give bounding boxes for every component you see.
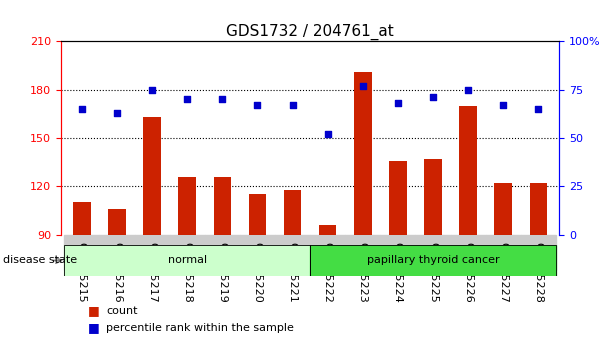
Bar	[213, 177, 231, 235]
Bar	[520, 235, 556, 270]
Title: GDS1732 / 204761_at: GDS1732 / 204761_at	[226, 24, 394, 40]
Bar	[205, 235, 240, 270]
Bar	[73, 203, 91, 235]
Text: disease state: disease state	[3, 256, 77, 265]
Point	[358, 83, 368, 89]
Point	[499, 102, 508, 108]
Bar	[64, 245, 310, 276]
Bar	[310, 245, 556, 276]
Point	[463, 87, 473, 92]
Text: normal: normal	[168, 256, 207, 265]
Bar	[459, 106, 477, 235]
Bar	[275, 235, 310, 270]
Bar	[424, 159, 442, 235]
Point	[112, 110, 122, 116]
Text: ■: ■	[88, 304, 100, 317]
Text: percentile rank within the sample: percentile rank within the sample	[106, 323, 294, 333]
Bar	[494, 183, 512, 235]
Bar	[310, 235, 345, 270]
Bar	[389, 160, 407, 235]
Bar	[530, 183, 547, 235]
Bar	[319, 225, 336, 235]
Bar	[415, 235, 451, 270]
Bar	[249, 194, 266, 235]
Text: count: count	[106, 306, 138, 315]
Point	[533, 106, 543, 112]
Point	[393, 100, 402, 106]
Point	[252, 102, 262, 108]
Bar	[451, 235, 486, 270]
Bar	[64, 235, 100, 270]
Bar	[100, 235, 134, 270]
Bar	[284, 189, 302, 235]
Point	[77, 106, 87, 112]
Point	[323, 131, 333, 137]
Bar	[486, 235, 520, 270]
Bar	[310, 245, 556, 276]
Point	[428, 95, 438, 100]
Bar	[354, 72, 371, 235]
Bar	[170, 235, 205, 270]
Bar	[380, 235, 415, 270]
Bar	[178, 177, 196, 235]
Bar	[64, 245, 310, 276]
Point	[288, 102, 297, 108]
Bar	[345, 235, 380, 270]
Bar	[143, 117, 161, 235]
Bar	[108, 209, 126, 235]
Text: papillary thyroid cancer: papillary thyroid cancer	[367, 256, 499, 265]
Bar	[134, 235, 170, 270]
Point	[182, 97, 192, 102]
Point	[147, 87, 157, 92]
Text: ■: ■	[88, 321, 100, 334]
Bar	[240, 235, 275, 270]
Point	[218, 97, 227, 102]
